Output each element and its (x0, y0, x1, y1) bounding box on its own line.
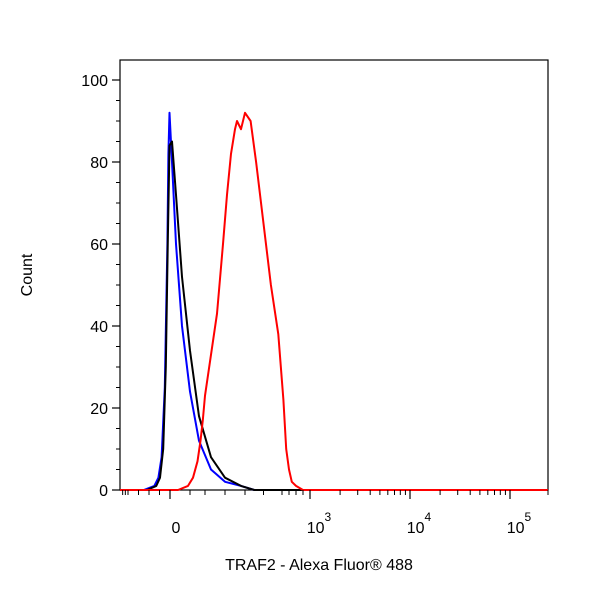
y-tick-label: 80 (90, 155, 108, 172)
series-layer (120, 111, 548, 491)
y-tick-label: 40 (90, 319, 108, 336)
y-tick-label: 20 (90, 401, 108, 418)
plot-frame (119, 59, 549, 491)
series-line-1 (128, 111, 548, 491)
x-axis-title: TRAF2 - Alexa Fluor® 488 (225, 557, 413, 574)
x-tick-exponent: 3 (325, 510, 332, 524)
series-line-2 (128, 140, 548, 491)
x-tick-exponent: 4 (425, 510, 432, 524)
x-tick-label: 0 (172, 520, 181, 537)
x-tick-label: 105 (507, 510, 532, 537)
x-tick-exponent: 5 (525, 510, 532, 524)
x-tick-label: 104 (407, 510, 432, 537)
x-axis: 0 103 104 105 (122, 490, 549, 537)
y-axis-title: Count (19, 253, 36, 296)
y-tick-label: 60 (90, 237, 108, 254)
x-tick-label: 103 (307, 510, 332, 537)
y-tick-label: 0 (99, 483, 108, 500)
series-line-3 (120, 111, 548, 491)
y-axis: 0 20 40 60 80 100 (81, 73, 120, 500)
y-tick-label: 100 (81, 73, 108, 90)
